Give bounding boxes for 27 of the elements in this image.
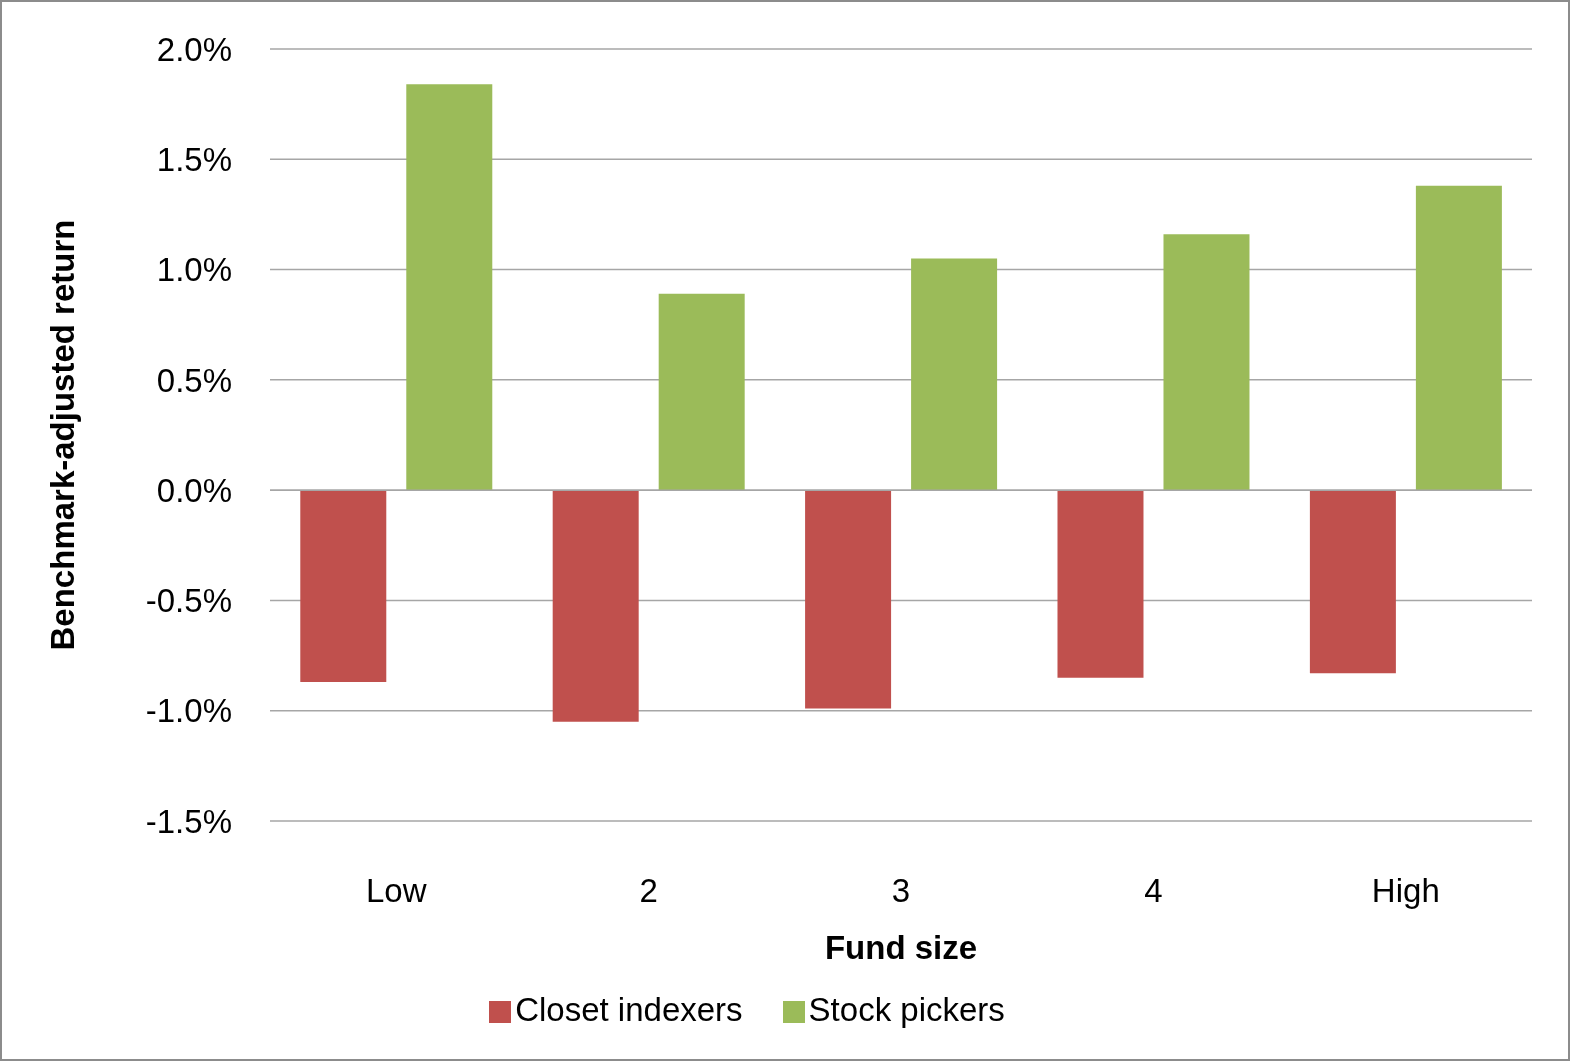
y-axis-title: Benchmark-adjusted return (43, 219, 81, 651)
x-tick-label: 2 (639, 872, 658, 910)
bar (1057, 490, 1144, 678)
y-tick-label: 2.0% (156, 30, 232, 68)
bar (1163, 234, 1250, 491)
legend-label: Closet indexers (515, 991, 743, 1028)
y-tick-label: 0.5% (156, 361, 232, 399)
bar (1415, 185, 1502, 491)
bar (658, 293, 745, 491)
y-tick-label: 1.5% (156, 141, 232, 178)
y-tick-label: -1.5% (145, 802, 232, 840)
y-tick-label: -0.5% (145, 582, 232, 620)
y-tick-label: 0.0% (156, 471, 232, 509)
bar (1309, 490, 1396, 674)
y-tick-label: -1.0% (145, 692, 232, 730)
bar (911, 258, 998, 491)
x-axis-title: Fund size (824, 929, 978, 967)
bar (300, 490, 387, 683)
bar (406, 84, 493, 491)
y-tick-label: 1.0% (156, 251, 232, 289)
x-tick-label: 4 (1144, 872, 1163, 910)
bar (552, 490, 639, 722)
legend-label: Stock pickers (808, 991, 1005, 1028)
x-tick-label: 3 (891, 872, 911, 910)
x-tick-label: Low (365, 872, 427, 910)
bar (805, 490, 892, 709)
x-tick-label: High (1371, 872, 1440, 910)
